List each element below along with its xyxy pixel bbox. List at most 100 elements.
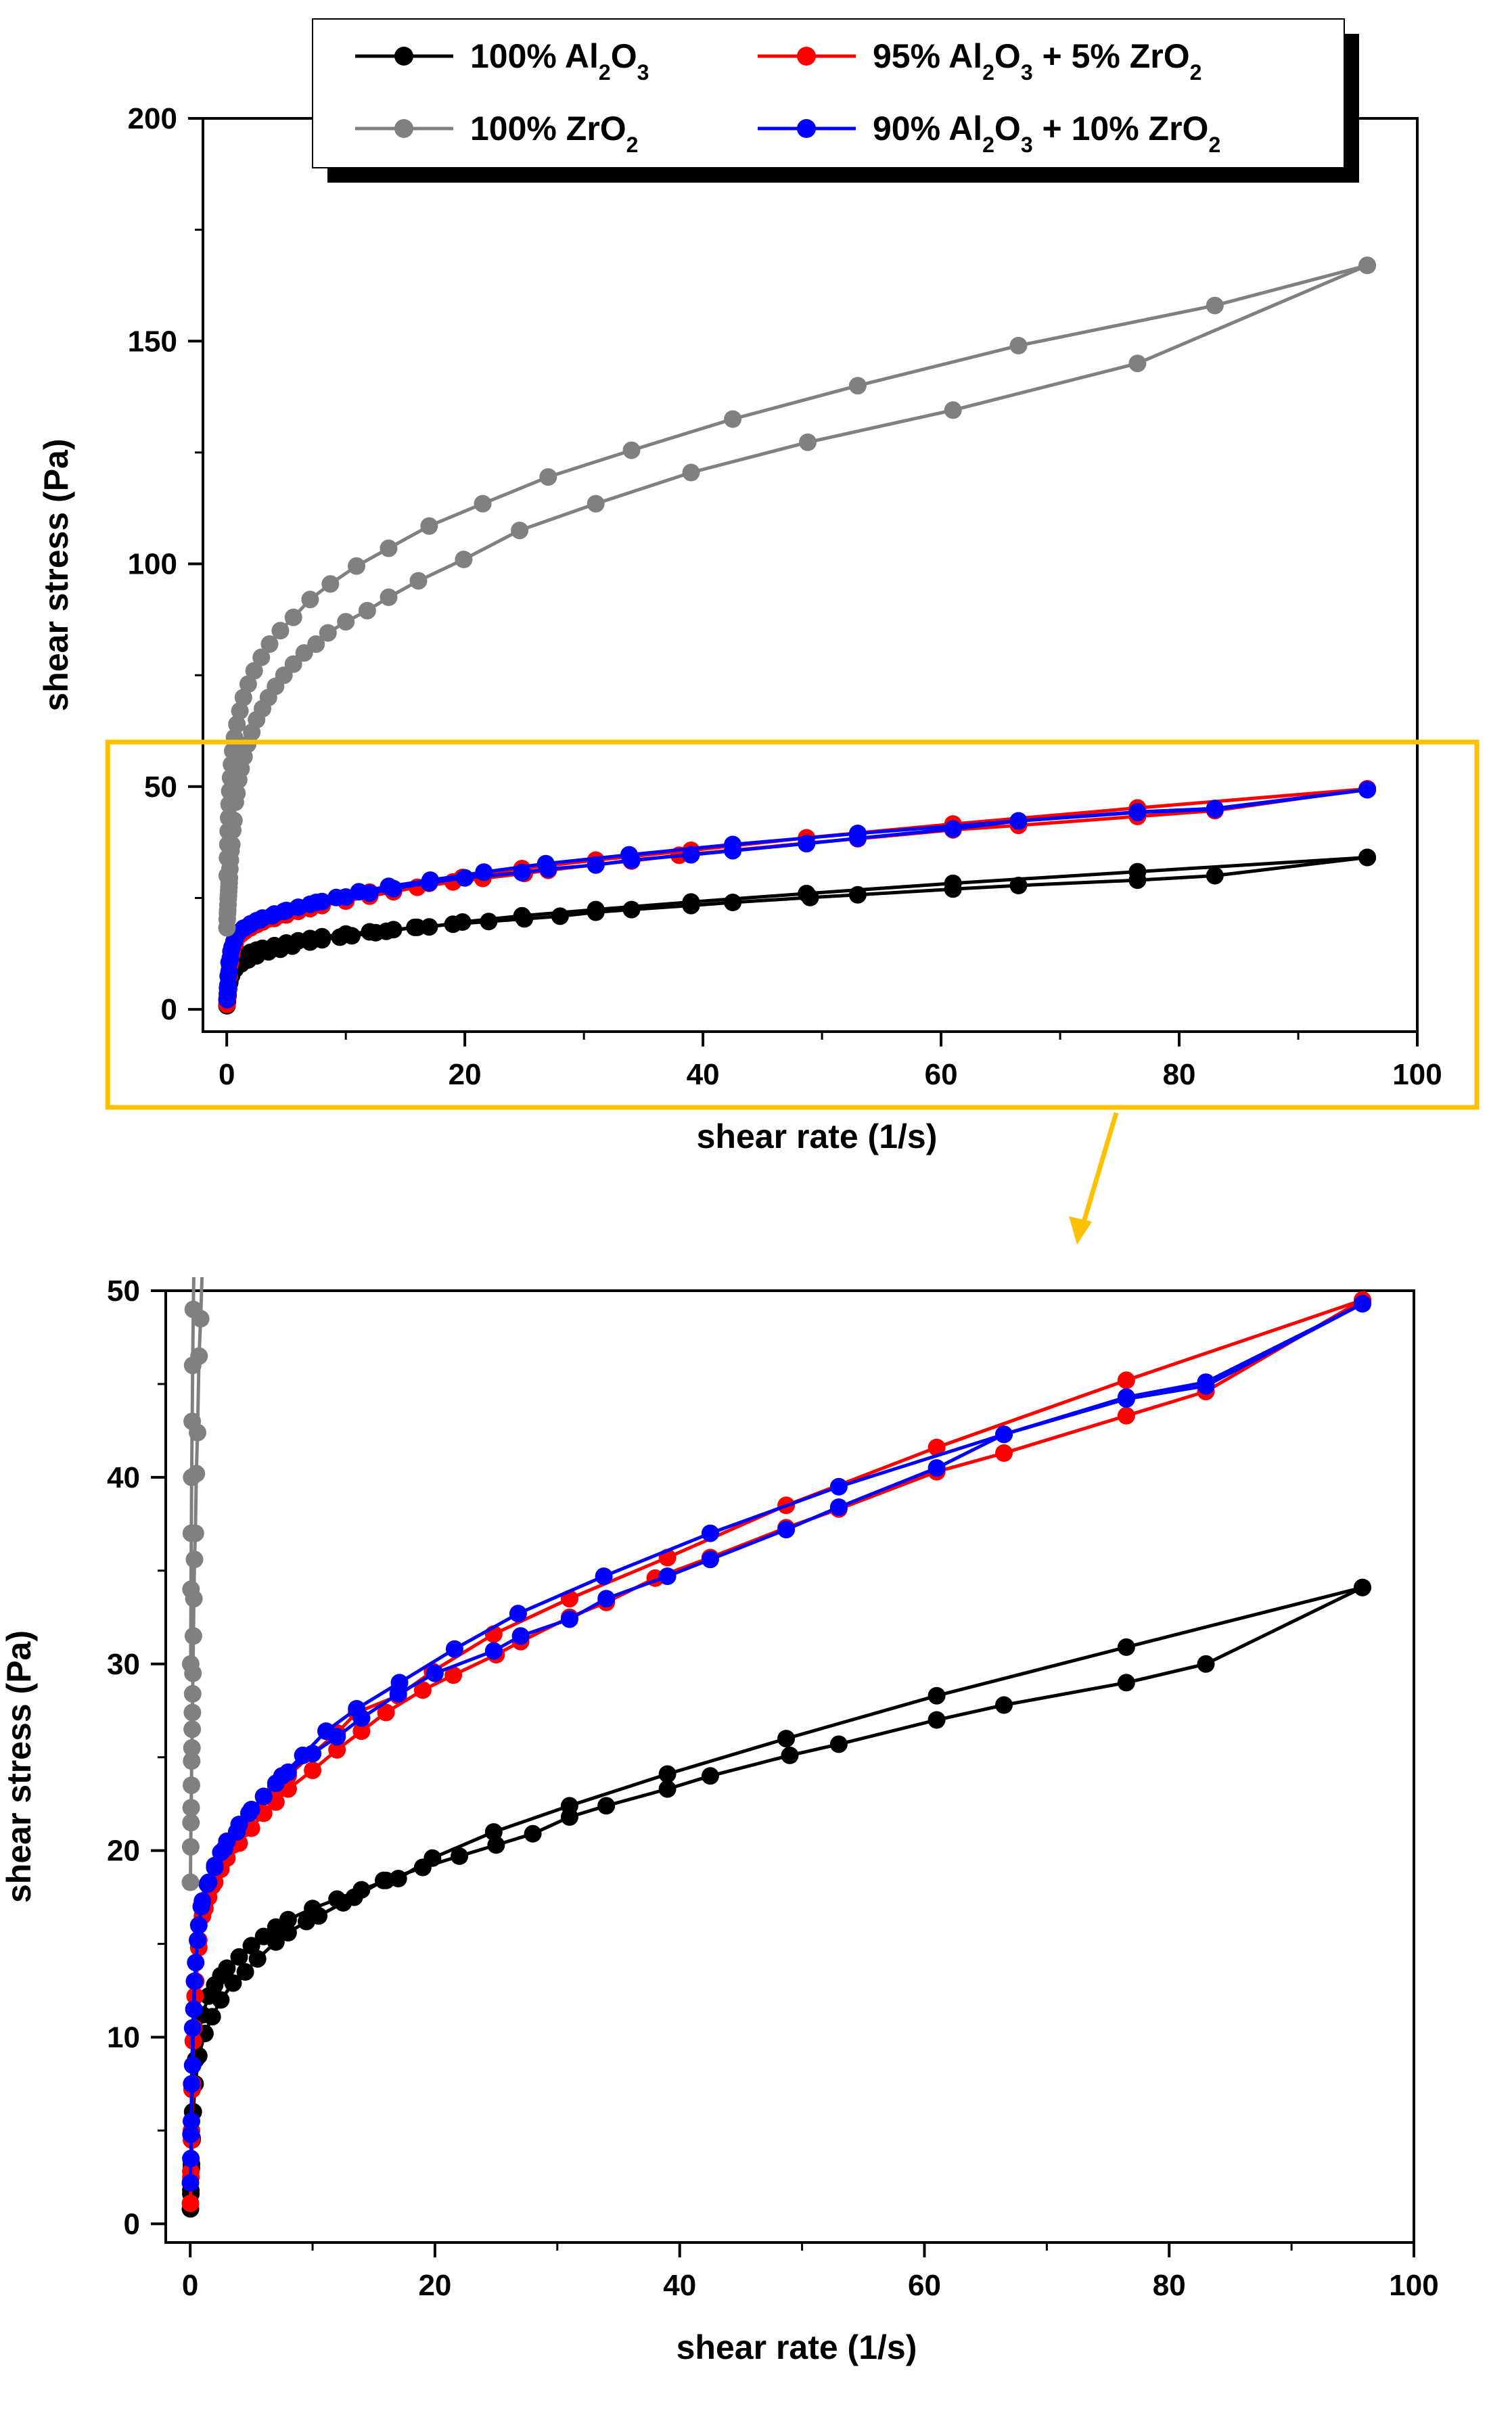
overview-series-point-3 xyxy=(224,742,242,760)
zoom-series-point-0 xyxy=(487,1836,505,1854)
overview-series-point-0 xyxy=(587,900,605,919)
overview-series-point-2 xyxy=(848,825,867,842)
zoom-series-point-2 xyxy=(597,1590,616,1608)
zoom-series-point-3 xyxy=(240,815,258,833)
overview-series-point-0 xyxy=(453,913,472,931)
overview-series-point-3 xyxy=(221,768,239,787)
zoom-series-point-0 xyxy=(1117,1638,1135,1656)
zoom-series-point-0 xyxy=(298,1912,315,1931)
zoom-series-point-2 xyxy=(227,1823,246,1841)
zoom-series-point-3 xyxy=(193,1254,211,1272)
overview-series-point-3 xyxy=(799,433,817,451)
zoom-series-point-2 xyxy=(390,1674,409,1692)
overview-series-point-2 xyxy=(536,854,555,873)
legend-label-text: O xyxy=(994,110,1021,147)
zoom-y-tick-label: 20 xyxy=(107,1835,140,1868)
zoom-highlight-box xyxy=(105,739,1480,1110)
zoom-series-point-3 xyxy=(184,1627,202,1645)
legend-label-2: 100% ZrO2 xyxy=(470,110,638,157)
zoom-series-point-3 xyxy=(183,1468,201,1486)
zoom-series-point-3 xyxy=(185,1550,204,1569)
overview-y-tick-label: 0 xyxy=(161,993,177,1026)
zoom-series-point-0 xyxy=(279,1910,297,1929)
overview-series-point-3 xyxy=(219,822,237,840)
legend-label-text: 95% Al xyxy=(873,37,982,75)
zoom-series-point-0 xyxy=(995,1696,1013,1714)
zoom-series-point-2 xyxy=(701,1524,719,1542)
zoom-series-line-2-up xyxy=(189,1302,1364,2183)
overview-series-point-3 xyxy=(380,539,398,557)
legend-label-subscript: 3 xyxy=(637,60,649,85)
legend-marker-2 xyxy=(394,119,413,138)
overview-x-tick-label: 20 xyxy=(449,1058,482,1091)
overview-series-point-3 xyxy=(944,401,962,419)
overview-series-point-0 xyxy=(331,928,349,946)
overview-series-point-2 xyxy=(421,871,440,890)
zoom-series-point-2 xyxy=(1117,1388,1135,1406)
zoom-series-point-0 xyxy=(267,1933,285,1951)
zoom-series-point-0 xyxy=(203,2008,221,2026)
zoom-series-point-0 xyxy=(236,1963,254,1981)
zoom-series-point-3 xyxy=(182,1799,200,1817)
overview-series-point-2 xyxy=(620,846,638,864)
zoom-series-point-0 xyxy=(248,1950,267,1968)
overview-series-point-3 xyxy=(420,517,438,535)
zoom-series-line-0-down xyxy=(189,1586,1363,2194)
overview-series-point-2 xyxy=(307,894,325,911)
zoom-series-point-0 xyxy=(218,1959,236,1977)
zoom-series-point-3 xyxy=(183,1776,200,1795)
zoom-series-point-2 xyxy=(1354,1295,1371,1313)
overview-series-point-2 xyxy=(724,835,742,854)
zoom-series-point-0 xyxy=(451,1847,469,1865)
legend-label-subscript: 2 xyxy=(1190,60,1202,85)
overview-series-point-3 xyxy=(511,522,529,540)
overview-series-line-3-up xyxy=(225,264,1369,928)
zoom-series-point-1 xyxy=(413,1681,432,1699)
legend-label-text: 100% Al xyxy=(470,37,599,75)
zoom-series-point-2 xyxy=(829,1498,848,1516)
overview-series-point-0 xyxy=(944,874,962,892)
zoom-series-point-0 xyxy=(829,1735,848,1753)
zoom-series-point-0 xyxy=(212,1991,230,2009)
overview-data-area xyxy=(218,256,1377,1015)
overview-series-point-3 xyxy=(622,441,641,459)
zoom-series-line-3-down xyxy=(189,1277,196,1664)
overview-series-point-2 xyxy=(289,898,307,917)
legend-label-subscript: 2 xyxy=(1208,133,1220,157)
zoom-series-point-2 xyxy=(560,1610,578,1628)
overview-series-point-3 xyxy=(848,377,867,395)
zoom-series-point-2 xyxy=(701,1550,719,1569)
zoom-series-point-3 xyxy=(186,1189,204,1206)
zoom-series-point-0 xyxy=(927,1686,946,1705)
zoom-x-tick-label: 0 xyxy=(182,2269,198,2302)
overview-x-tick-label: 80 xyxy=(1163,1058,1196,1091)
zoom-series-point-2 xyxy=(181,2174,200,2192)
legend-label-subscript: 3 xyxy=(1021,60,1033,85)
zoom-series-point-0 xyxy=(560,1797,578,1815)
zoom-series-point-3 xyxy=(181,1655,200,1673)
overview-series-point-3 xyxy=(221,782,239,800)
overview-series-point-3 xyxy=(682,463,700,482)
zoom-series-point-0 xyxy=(1354,1578,1371,1596)
overview-series-point-2 xyxy=(475,863,493,881)
legend-marker-0 xyxy=(394,47,413,66)
legend-label-1: 95% Al2O3 + 5% ZrO2 xyxy=(873,37,1201,85)
zoom-arrow-shaft xyxy=(1078,1111,1119,1232)
zoom-series-point-0 xyxy=(224,1974,242,1992)
zoom-y-axis-title: shear stress (Pa) xyxy=(0,1630,38,1903)
legend-label-text: 90% Al xyxy=(873,110,982,147)
zoom-series-point-3 xyxy=(482,209,500,227)
overview-series-point-2 xyxy=(587,856,605,874)
legend-label-subscript: 2 xyxy=(599,60,611,85)
overview-series-point-3 xyxy=(358,601,376,620)
overview-x-tick-label: 0 xyxy=(219,1058,235,1091)
zoom-series-point-0 xyxy=(242,1937,260,1955)
zoom-series-point-0 xyxy=(279,1924,297,1941)
zoom-y-tick-label: 30 xyxy=(107,1648,140,1681)
zoom-series-point-2 xyxy=(254,1787,273,1806)
zoom-series-point-0 xyxy=(597,1797,616,1815)
zoom-series-point-3 xyxy=(183,1703,202,1722)
zoom-series-point-3 xyxy=(390,190,407,208)
